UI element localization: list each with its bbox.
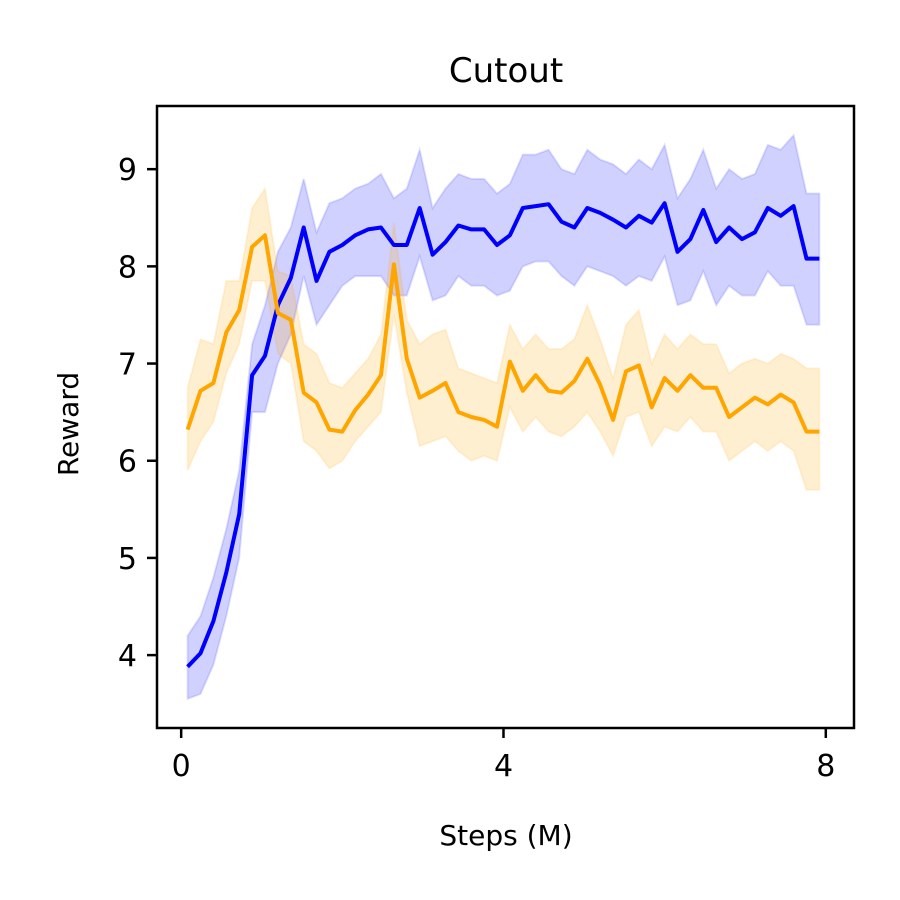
y-tick-label: 7: [118, 348, 137, 383]
series-2-band: [186, 185, 821, 491]
series-2-line: [185, 233, 820, 434]
plot-frame: [155, 104, 856, 730]
x-tick-label: 4: [494, 749, 513, 784]
y-tick-label: 9: [118, 153, 137, 188]
y-tick-label: 8: [118, 250, 137, 285]
x-axis: 0 4 8: [172, 728, 835, 784]
plot-area: [185, 133, 821, 701]
x-tick-label: 0: [172, 749, 191, 784]
y-tick-label: 5: [118, 542, 137, 577]
y-tick-label: 4: [118, 639, 137, 674]
chart-title: Cutout: [449, 51, 563, 91]
y-axis-label: Reward: [52, 372, 85, 476]
x-tick-label: 8: [816, 749, 835, 784]
x-axis-label: Steps (M): [439, 819, 572, 852]
y-tick-label: 6: [118, 445, 137, 480]
y-axis: 4 5 6 7 8 9: [118, 153, 157, 674]
series-1-line: [186, 201, 820, 669]
